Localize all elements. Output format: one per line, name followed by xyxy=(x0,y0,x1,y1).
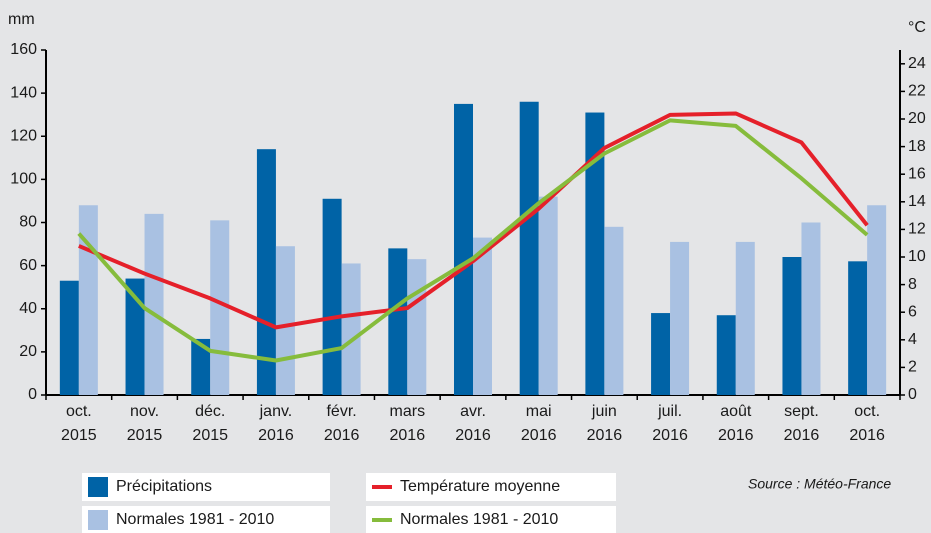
bar xyxy=(670,241,690,395)
bar xyxy=(454,103,473,395)
bar xyxy=(585,112,605,395)
x-tick-label: 2016 xyxy=(455,427,491,444)
y-tick-label: 120 xyxy=(10,127,37,144)
y2-tick-label: 20 xyxy=(908,110,926,127)
x-tick-label: juil. xyxy=(657,403,682,420)
y-tick-label: 40 xyxy=(19,300,37,317)
x-tick-label: 2016 xyxy=(390,427,426,444)
line xyxy=(77,118,869,363)
bar xyxy=(388,248,408,395)
bar xyxy=(519,101,539,395)
bar xyxy=(407,259,427,395)
x-tick-label: oct. xyxy=(66,403,92,420)
x-tick-label: avr. xyxy=(460,403,486,420)
x-tick-label: oct. xyxy=(854,403,880,420)
bar xyxy=(735,241,755,395)
x-tick-label: 2016 xyxy=(718,427,754,444)
bar xyxy=(78,205,98,395)
x-tick-label: févr. xyxy=(326,403,356,420)
x-tick-label: janv. xyxy=(259,403,293,420)
line xyxy=(78,111,869,330)
legend-swatch xyxy=(88,510,108,530)
y-tick-label: 100 xyxy=(10,171,37,188)
y-tick-label: 0 xyxy=(28,386,37,403)
legend-label: Normales 1981 - 2010 xyxy=(400,511,558,528)
bar xyxy=(256,149,276,395)
y2-tick-label: 4 xyxy=(908,331,917,348)
bar xyxy=(651,313,671,395)
bar xyxy=(867,205,887,395)
y2-tick-label: 8 xyxy=(908,276,917,293)
bar xyxy=(191,338,211,395)
y2-axis-label: °C xyxy=(908,19,926,36)
bar xyxy=(125,278,145,395)
bar xyxy=(801,222,821,395)
x-tick-label: mai xyxy=(526,403,552,420)
x-tick-label: 2015 xyxy=(127,427,163,444)
bar xyxy=(604,226,624,395)
bar xyxy=(716,315,736,395)
y-tick-label: 140 xyxy=(10,84,37,101)
y2-tick-label: 14 xyxy=(908,193,926,210)
y2-tick-label: 18 xyxy=(908,138,926,155)
y-tick-label: 160 xyxy=(10,41,37,58)
legend-bg xyxy=(366,506,616,533)
y2-tick-label: 12 xyxy=(908,221,926,238)
y2-tick-label: 24 xyxy=(908,55,926,72)
y2-tick-label: 22 xyxy=(908,83,926,100)
x-tick-label: 2016 xyxy=(849,427,885,444)
y2-tick-label: 16 xyxy=(908,165,926,182)
y-tick-label: 20 xyxy=(19,343,37,360)
y-axis-label: mm xyxy=(8,11,35,28)
x-tick-label: déc. xyxy=(195,403,225,420)
legend-bg xyxy=(82,473,330,501)
x-tick-label: 2016 xyxy=(258,427,294,444)
y-tick-label: 60 xyxy=(19,257,37,274)
bar xyxy=(538,196,558,395)
legend-bg xyxy=(366,473,616,501)
bar xyxy=(59,280,79,395)
bar xyxy=(782,257,802,395)
y-tick-label: 80 xyxy=(19,214,37,231)
y2-tick-label: 2 xyxy=(908,359,917,376)
x-tick-label: août xyxy=(720,403,752,420)
bar xyxy=(341,263,361,395)
bar xyxy=(473,237,492,395)
x-tick-label: 2016 xyxy=(521,427,557,444)
x-tick-label: 2016 xyxy=(587,427,623,444)
x-tick-label: sept. xyxy=(784,403,819,420)
x-tick-label: 2015 xyxy=(61,427,97,444)
x-tick-label: 2016 xyxy=(652,427,688,444)
legend-label: Température moyenne xyxy=(400,478,560,495)
legend-label: Précipitations xyxy=(116,478,212,495)
x-tick-label: juin xyxy=(591,403,617,420)
x-tick-label: nov. xyxy=(130,403,159,420)
y2-tick-label: 6 xyxy=(908,303,917,320)
x-tick-label: 2016 xyxy=(324,427,360,444)
bar xyxy=(144,213,164,395)
x-tick-label: 2015 xyxy=(192,427,228,444)
legend-label: Normales 1981 - 2010 xyxy=(116,511,274,528)
legend-bg xyxy=(82,506,330,533)
bar xyxy=(848,261,868,395)
x-tick-label: 2016 xyxy=(784,427,820,444)
y2-tick-label: 10 xyxy=(908,248,926,265)
source: Source : Météo-France xyxy=(748,476,891,492)
y2-tick-label: 0 xyxy=(908,386,917,403)
bar xyxy=(322,198,342,395)
legend-swatch xyxy=(88,477,108,497)
bar xyxy=(275,246,295,395)
x-tick-label: mars xyxy=(390,403,426,420)
